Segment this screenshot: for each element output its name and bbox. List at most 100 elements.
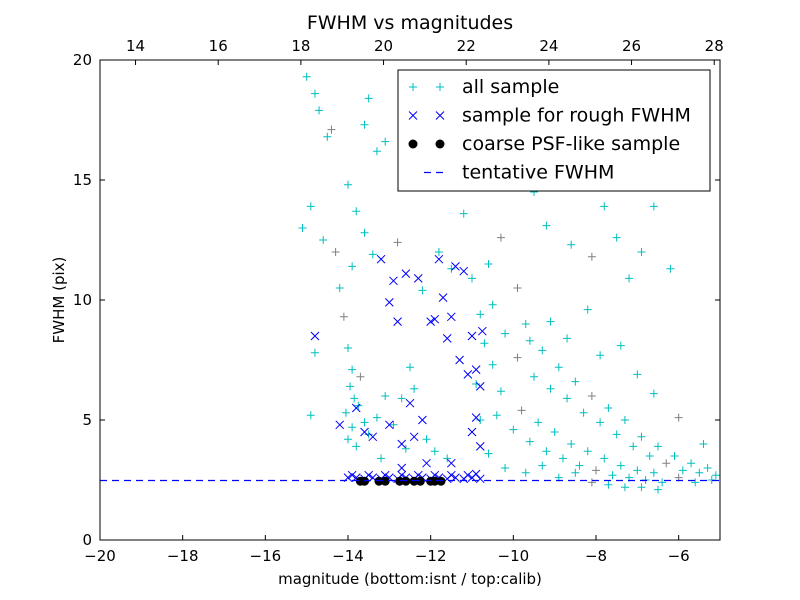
- point-all-sample: [542, 447, 551, 456]
- legend-label: coarse PSF-like sample: [462, 133, 680, 155]
- point-all-sample: [563, 394, 572, 403]
- point-sample-for-rough-FWHM: [397, 439, 407, 449]
- point-sample-for-rough-FWHM: [475, 442, 485, 451]
- point-all-sample: [583, 305, 592, 314]
- top-x-tick-label: 22: [457, 37, 476, 55]
- point-all-sample: [658, 478, 667, 487]
- point-sample-for-rough-FWHM: [389, 276, 398, 286]
- point-all-sample: [637, 248, 646, 256]
- legend: all sample sample for rough FWHM coarse PS…: [397, 69, 711, 192]
- point-all-sample: [525, 437, 534, 446]
- point-all-sample: [397, 394, 406, 403]
- legend-label: all sample: [462, 76, 559, 98]
- point-all-sample: [567, 240, 576, 249]
- point-all-sample: [517, 406, 526, 415]
- axis-ticks: −20 −18 −16 −14 −12 −10 −8 −6 14 16 18 20 22 24 26 28 0 5…: [73, 37, 724, 565]
- point-all-sample: [600, 454, 609, 463]
- point-all-sample: [352, 207, 361, 216]
- data-points: [100, 72, 720, 494]
- point-sample-for-rough-FWHM: [455, 355, 464, 365]
- point-all-sample: [344, 344, 352, 352]
- point-all-sample: [612, 233, 621, 242]
- point-all-sample: [327, 125, 336, 134]
- point-all-sample: [496, 233, 505, 242]
- point-all-sample: [629, 442, 638, 451]
- point-all-sample: [476, 310, 485, 319]
- point-sample-for-rough-FWHM: [446, 458, 456, 468]
- point-all-sample: [348, 365, 357, 374]
- point-all-sample: [579, 408, 588, 417]
- point-all-sample: [331, 248, 340, 256]
- point-all-sample: [711, 471, 720, 480]
- point-all-sample: [344, 435, 352, 444]
- point-coarse-PSF-like-sample: [415, 476, 425, 486]
- point-all-sample: [587, 392, 596, 400]
- y-tick-label: 5: [82, 411, 92, 429]
- point-all-sample: [360, 418, 369, 427]
- point-all-sample: [389, 420, 398, 429]
- point-all-sample: [625, 274, 634, 283]
- point-all-sample: [542, 221, 551, 230]
- point-all-sample: [596, 418, 605, 427]
- point-sample-for-rough-FWHM: [438, 293, 448, 302]
- point-all-sample: [496, 387, 505, 396]
- point-all-sample: [472, 380, 481, 388]
- legend-marker: [436, 83, 444, 91]
- point-all-sample: [587, 478, 596, 487]
- point-all-sample: [587, 252, 596, 261]
- point-all-sample: [377, 454, 386, 463]
- point-all-sample: [674, 413, 683, 422]
- point-all-sample: [372, 147, 381, 156]
- point-all-sample: [567, 440, 576, 448]
- point-all-sample: [678, 466, 687, 475]
- point-all-sample: [645, 452, 654, 460]
- point-all-sample: [637, 432, 646, 441]
- point-coarse-PSF-like-sample: [360, 476, 370, 486]
- top-x-tick-label: 24: [539, 37, 558, 55]
- point-all-sample: [525, 336, 534, 345]
- point-all-sample: [401, 444, 410, 453]
- point-all-sample: [687, 459, 696, 468]
- point-all-sample: [368, 250, 377, 259]
- point-coarse-PSF-like-sample: [430, 476, 440, 486]
- point-coarse-PSF-like-sample: [395, 476, 405, 486]
- point-sample-for-rough-FWHM: [405, 398, 415, 408]
- point-sample-for-rough-FWHM: [376, 254, 386, 264]
- legend-marker: [409, 83, 417, 91]
- point-all-sample: [335, 284, 344, 292]
- y-tick-label: 15: [73, 171, 92, 189]
- point-all-sample: [670, 452, 679, 460]
- point-all-sample: [600, 202, 609, 211]
- point-all-sample: [666, 264, 675, 273]
- point-all-sample: [620, 416, 629, 424]
- point-sample-for-rough-FWHM: [463, 470, 473, 480]
- point-all-sample: [476, 416, 485, 424]
- point-all-sample: [306, 202, 315, 211]
- point-sample-for-rough-FWHM: [475, 382, 485, 391]
- y-tick-label: 10: [73, 291, 92, 309]
- top-x-tick-label: 26: [622, 37, 641, 55]
- top-x-tick-label: 14: [126, 37, 145, 55]
- y-axis-label: FWHM (pix): [50, 257, 68, 344]
- point-all-sample: [422, 435, 431, 444]
- point-sample-for-rough-FWHM: [467, 331, 477, 341]
- top-x-tick-label: 18: [291, 37, 310, 55]
- x-tick-label: −8: [585, 547, 607, 565]
- point-all-sample: [381, 137, 390, 146]
- point-coarse-PSF-like-sample: [409, 476, 419, 486]
- point-all-sample: [344, 180, 352, 189]
- x-tick-label: −14: [332, 547, 364, 565]
- point-sample-for-rough-FWHM: [442, 334, 452, 343]
- point-all-sample: [488, 360, 497, 369]
- top-x-tick-label: 16: [209, 37, 228, 55]
- point-all-sample: [604, 480, 613, 489]
- point-all-sample: [563, 334, 572, 343]
- point-all-sample: [484, 449, 493, 458]
- point-all-sample: [616, 341, 625, 350]
- point-sample-for-rough-FWHM: [418, 415, 427, 425]
- point-all-sample: [633, 370, 642, 379]
- point-all-sample: [554, 363, 563, 372]
- point-all-sample: [691, 478, 700, 487]
- point-all-sample: [468, 274, 476, 283]
- point-all-sample: [381, 392, 390, 400]
